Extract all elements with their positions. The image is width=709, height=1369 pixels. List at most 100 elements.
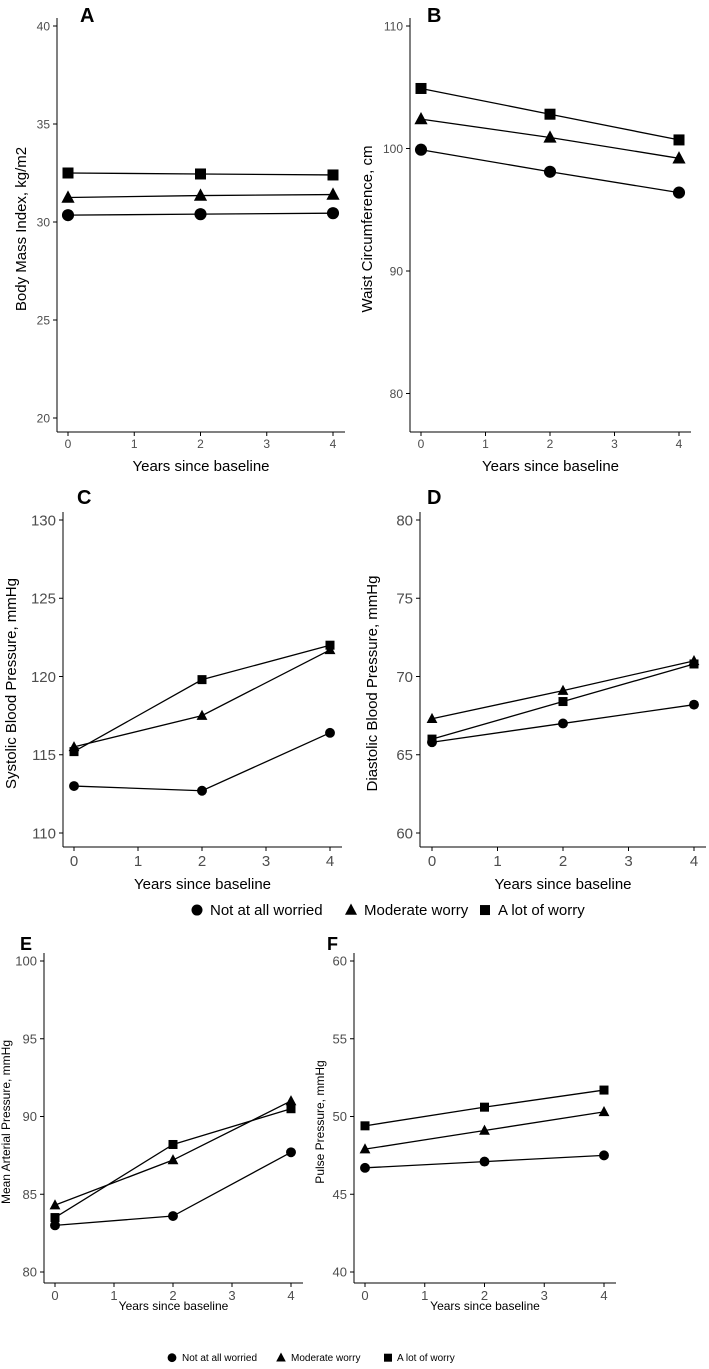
x-tick-label: 3 — [541, 1288, 548, 1303]
x-tick-label: 1 — [110, 1288, 117, 1303]
x-tick-label: 0 — [361, 1288, 368, 1303]
data-point-circle — [326, 207, 340, 220]
data-point-square — [69, 747, 79, 757]
x-tick-label: 3 — [611, 437, 618, 451]
data-point-circle — [50, 1220, 60, 1231]
x-tick-label: 4 — [600, 1288, 607, 1303]
y-tick-label: 45 — [333, 1187, 347, 1202]
y-axis-title: Waist Circumference, cm — [359, 146, 376, 313]
data-point-circle — [672, 186, 686, 199]
x-tick-label: 4 — [287, 1288, 294, 1303]
data-point-circle — [414, 143, 428, 156]
data-point-triangle — [49, 1199, 61, 1210]
x-tick-label: 4 — [326, 853, 334, 870]
data-point-triangle — [557, 684, 569, 695]
x-tick-label: 0 — [418, 437, 425, 451]
data-point-triangle — [326, 187, 340, 200]
data-point-triangle — [426, 712, 438, 724]
data-point-circle — [197, 785, 207, 796]
legend-item: Not at all worried — [191, 902, 323, 919]
series-circle — [414, 143, 686, 199]
y-tick-label: 60 — [333, 954, 347, 969]
x-axis-title: Years since baseline — [482, 458, 619, 475]
y-tick-label: 90 — [390, 264, 404, 278]
x-tick-label: 1 — [421, 1288, 428, 1303]
y-tick-label: 40 — [333, 1265, 347, 1280]
y-tick-label: 120 — [31, 669, 56, 686]
legend-item: Moderate worry — [345, 902, 469, 919]
series-circle — [61, 207, 340, 222]
data-point-square — [415, 82, 427, 94]
data-point-circle — [543, 165, 557, 178]
y-tick-label: 90 — [23, 1109, 37, 1124]
panel-d: 60 65 70 75 80 0 1 2 3 4 Years since baseline Diast… — [364, 487, 706, 893]
y-tick-label: 115 — [32, 747, 56, 764]
y-tick-label: 95 — [23, 1031, 37, 1046]
x-tick-label: 1 — [482, 437, 489, 451]
series-square — [360, 1085, 609, 1131]
data-point-square — [50, 1213, 60, 1223]
x-axis-title: Years since baseline — [430, 1299, 540, 1313]
x-axis-title: Years since baseline — [494, 876, 631, 893]
y-tick-label: 80 — [390, 387, 404, 401]
data-point-triangle — [414, 111, 428, 125]
legend-circle-icon — [191, 904, 203, 916]
y-tick-label: 85 — [23, 1187, 37, 1202]
series-circle — [50, 1147, 296, 1231]
panel-label: F — [327, 934, 338, 954]
series-square — [415, 82, 685, 146]
data-point-triangle — [543, 130, 557, 143]
legend-triangle-icon — [345, 903, 357, 915]
data-point-circle — [168, 1211, 178, 1221]
x-tick-label: 3 — [263, 437, 270, 451]
x-tick-label: 1 — [493, 853, 501, 870]
data-point-square — [62, 167, 74, 179]
panel-a: 20 25 30 35 40 0 1 2 3 4 Years since baseline Body … — [13, 5, 345, 475]
y-axis-title: Diastolic Blood Pressure, mmHg — [364, 576, 381, 792]
x-tick-label: 0 — [51, 1288, 58, 1303]
panel-label: B — [427, 5, 441, 27]
x-tick-label: 0 — [428, 853, 436, 870]
legend-label: A lot of worry — [397, 1353, 455, 1364]
series-triangle — [68, 644, 336, 752]
x-tick-label: 0 — [65, 437, 72, 451]
data-point-square — [195, 168, 206, 180]
data-point-square — [599, 1085, 609, 1095]
x-axis-title: Years since baseline — [134, 876, 271, 893]
data-point-square — [480, 1102, 489, 1112]
panel-label: E — [20, 934, 32, 954]
legend-circle-icon — [167, 1353, 177, 1363]
y-tick-label: 35 — [37, 117, 51, 131]
data-point-triangle — [61, 190, 75, 203]
x-tick-label: 2 — [547, 437, 554, 451]
x-axis-title: Years since baseline — [132, 458, 269, 475]
y-tick-label: 20 — [37, 411, 51, 425]
legend-label: Not at all worried — [182, 1353, 257, 1364]
y-tick-label: 110 — [32, 825, 56, 842]
data-point-triangle — [598, 1105, 610, 1117]
legend-item: A lot of worry — [384, 1353, 455, 1364]
legend-item: Not at all worried — [167, 1353, 257, 1364]
data-point-triangle — [285, 1095, 297, 1106]
y-tick-label: 130 — [31, 512, 56, 529]
y-tick-label: 100 — [15, 954, 37, 969]
y-axis-title: Mean Arterial Pressure, mmHg — [0, 1040, 13, 1204]
data-point-circle — [69, 781, 79, 791]
x-tick-label: 1 — [131, 437, 138, 451]
panel-b: 80 90 100 110 0 1 2 3 4 Years since baseline Waist… — [359, 5, 691, 475]
data-point-circle — [325, 727, 335, 738]
y-tick-label: 80 — [396, 512, 413, 529]
series-triangle — [359, 1105, 610, 1154]
series-line — [54, 1100, 292, 1206]
data-point-square — [427, 734, 437, 744]
panel-label: C — [77, 487, 91, 509]
data-point-circle — [61, 209, 75, 222]
y-tick-label: 40 — [37, 19, 51, 33]
series-triangle — [49, 1095, 297, 1210]
series-line — [73, 732, 331, 792]
x-tick-label: 2 — [169, 1288, 176, 1303]
y-tick-label: 75 — [396, 591, 413, 608]
series-circle — [427, 699, 699, 748]
data-point-triangle — [196, 709, 208, 720]
x-tick-label: 2 — [481, 1288, 488, 1303]
